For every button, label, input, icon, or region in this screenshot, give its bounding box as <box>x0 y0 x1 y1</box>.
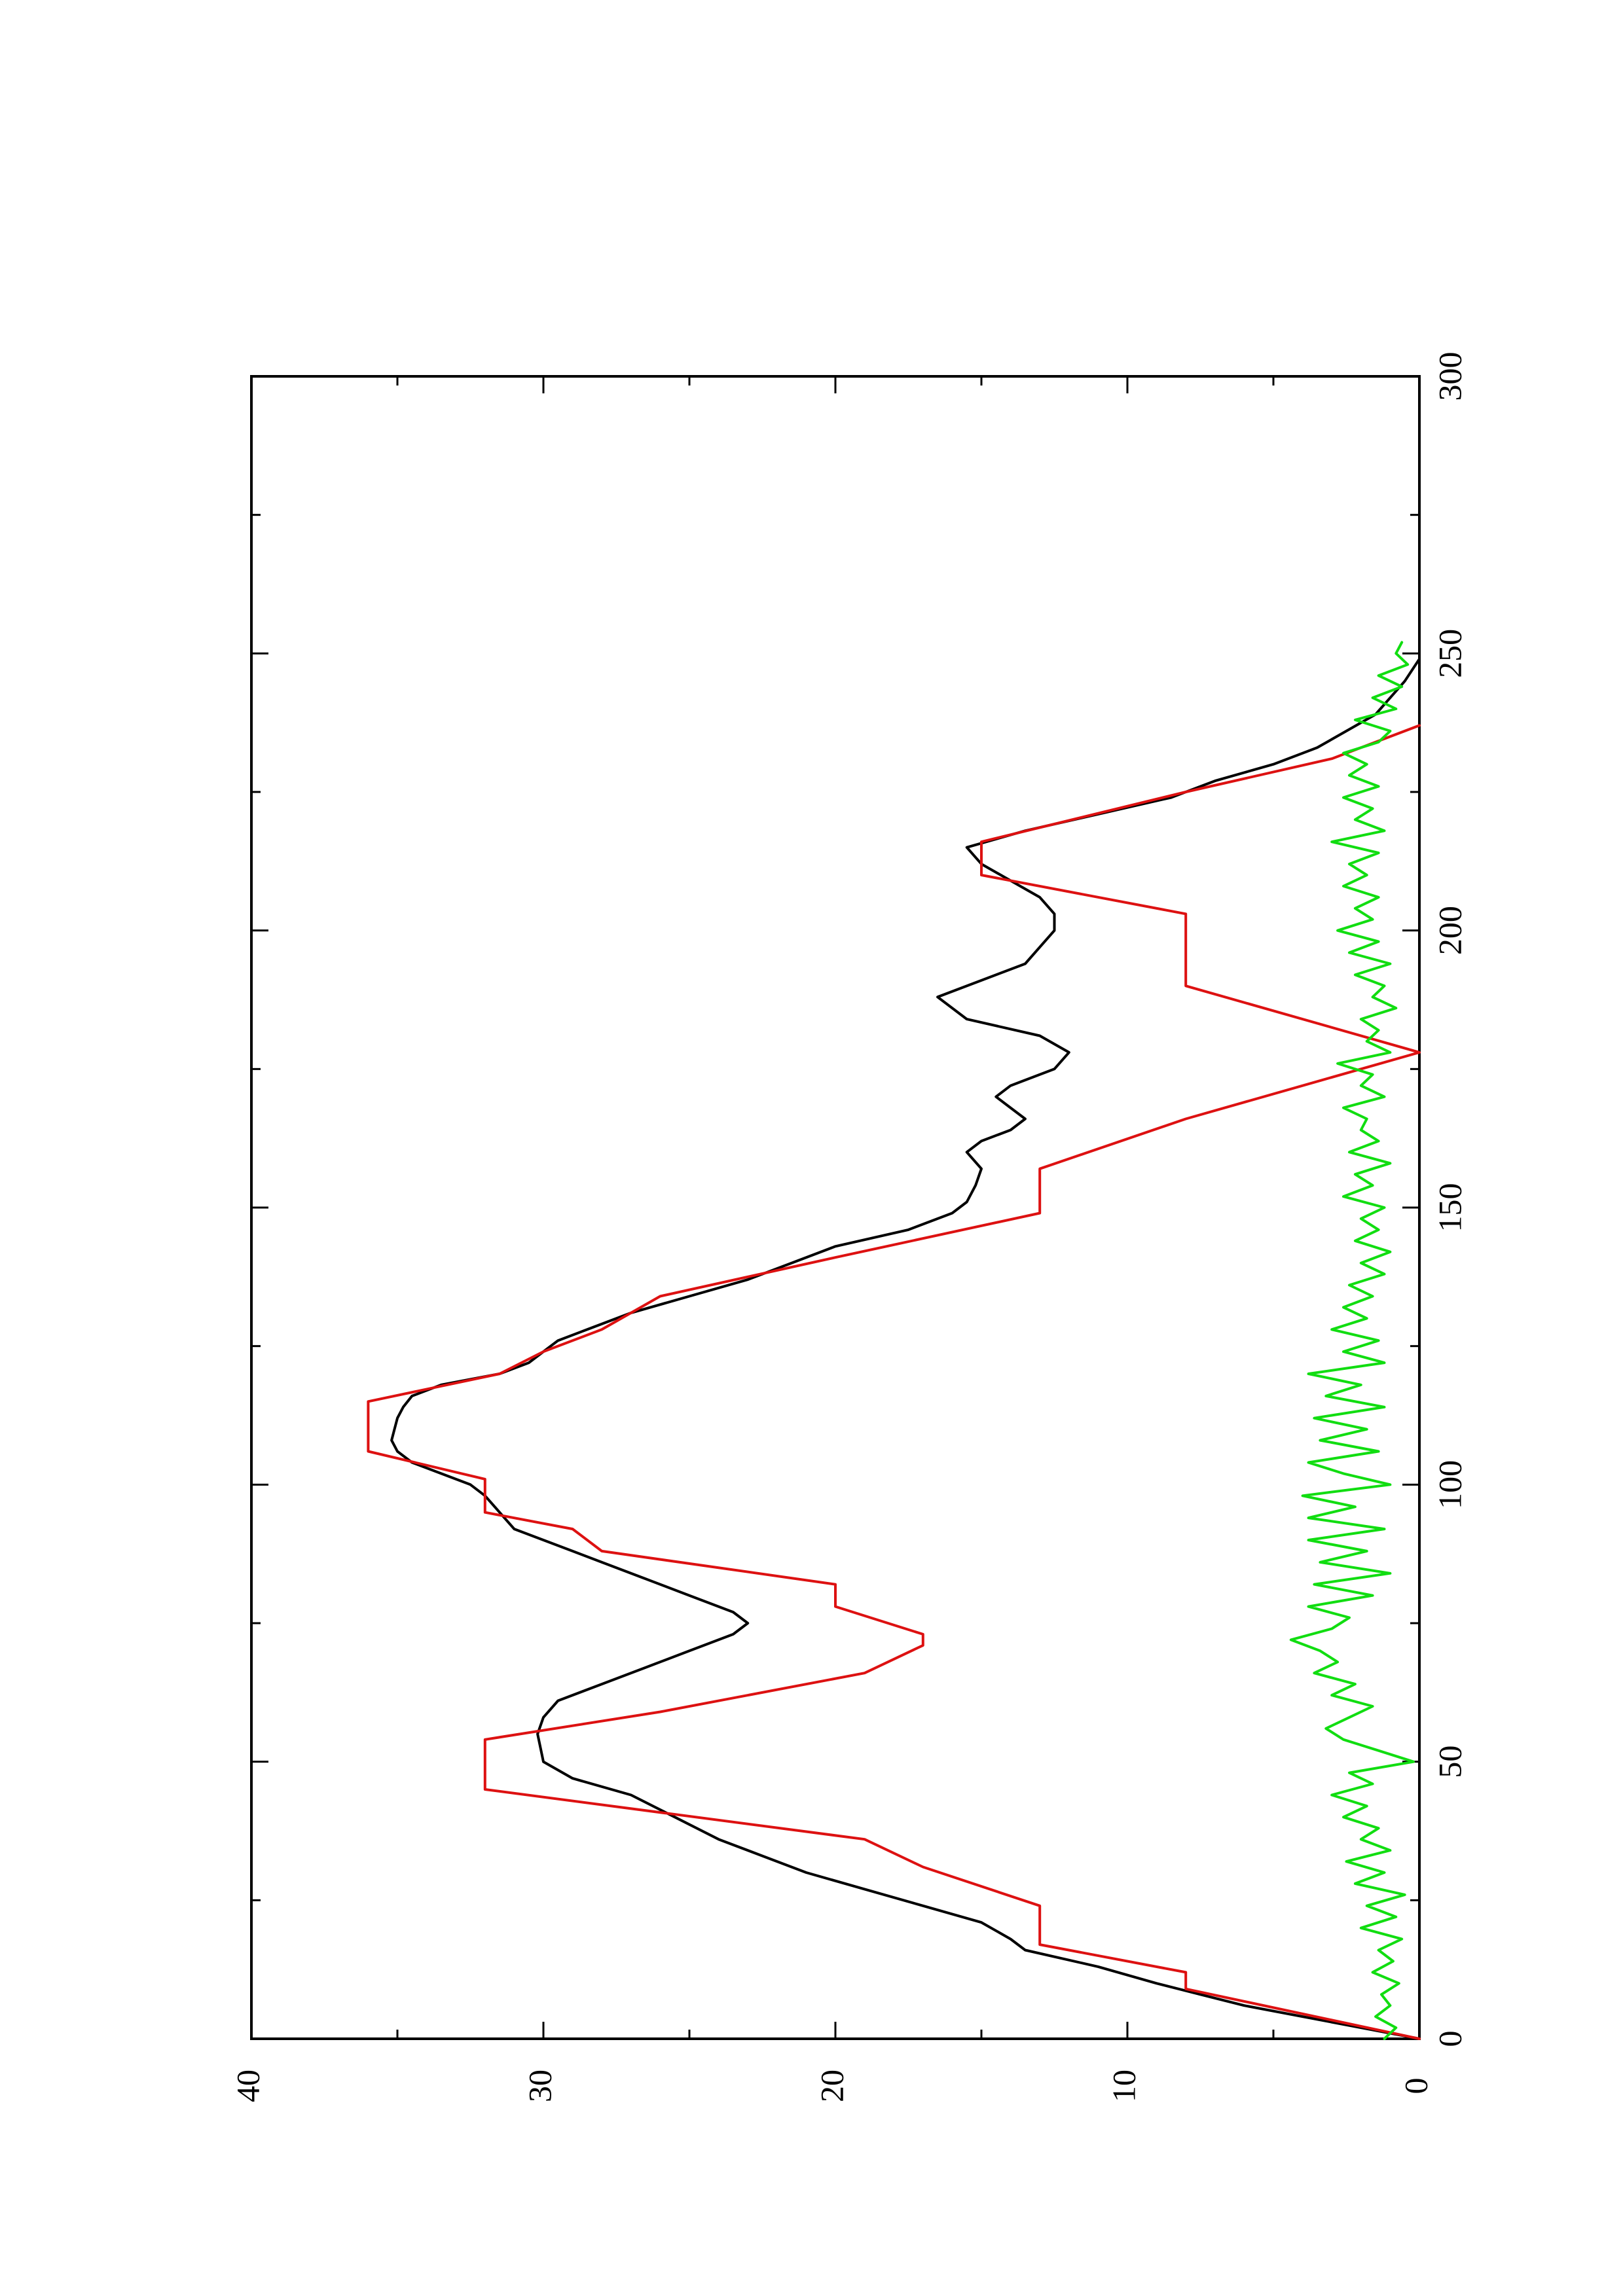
x-tick-label: 150 <box>1431 1183 1468 1232</box>
x-tick-label: 250 <box>1431 629 1468 678</box>
y-tick-label: 20 <box>813 2070 850 2102</box>
series-black-line <box>390 641 1421 2040</box>
plot-area: 0 50 100 150 200 250 300 0 10 20 30 40 <box>229 352 1468 2103</box>
y-tick-label: 10 <box>1105 2070 1142 2102</box>
x-tick-label: 200 <box>1431 906 1468 955</box>
x-tick-label: 0 <box>1431 2031 1468 2047</box>
series-red-line <box>367 724 1421 2040</box>
series-green-line <box>1289 641 1415 2040</box>
x-tick-label: 300 <box>1431 352 1468 401</box>
axis-ticks <box>250 375 1421 2040</box>
y-tick-label: 40 <box>229 2070 266 2102</box>
y-tick-label: 0 <box>1397 2078 1434 2094</box>
series-group <box>367 641 1421 2040</box>
plot-frame <box>250 375 1421 2040</box>
x-tick-label: 100 <box>1431 1460 1468 1509</box>
y-tick-label: 30 <box>521 2070 558 2102</box>
axis-tick-labels: 0 50 100 150 200 250 300 0 10 20 30 40 <box>229 352 1468 2103</box>
x-tick-label: 50 <box>1431 1746 1468 1778</box>
